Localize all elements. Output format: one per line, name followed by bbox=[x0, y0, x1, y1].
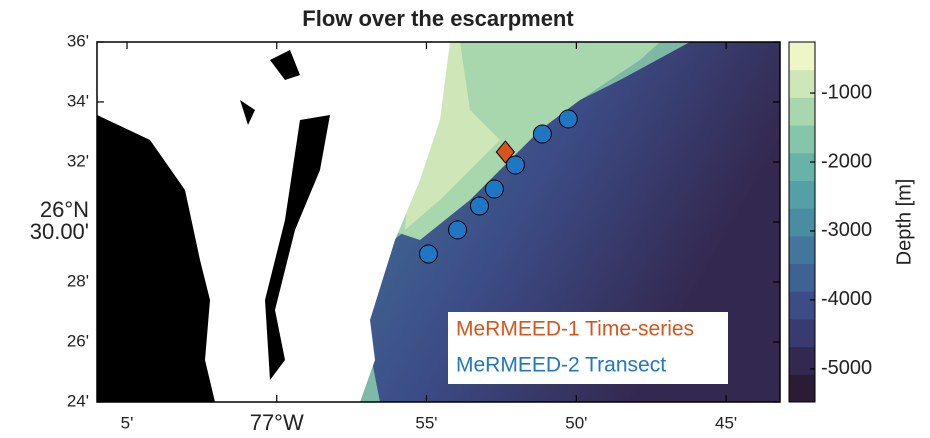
y-tick-label: 36' bbox=[67, 31, 89, 50]
colorbar-band bbox=[789, 180, 815, 209]
transect-station bbox=[418, 244, 438, 264]
colorbar-band bbox=[789, 42, 815, 71]
colorbar-band bbox=[789, 235, 815, 265]
colorbar-band bbox=[789, 346, 815, 375]
legend: MeRMEED-1 Time-series MeRMEED-2 Transect bbox=[448, 312, 728, 384]
x-tick-label: 50' bbox=[565, 413, 587, 432]
legend-entry: MeRMEED-2 Transect bbox=[456, 354, 666, 377]
colorbar-tick-label: -2000 bbox=[821, 150, 872, 172]
y-tick-label: 26' bbox=[67, 332, 89, 351]
transect-station bbox=[505, 155, 525, 175]
y-tick-label: 24' bbox=[67, 391, 89, 410]
colorbar-tick-label: -1000 bbox=[821, 81, 872, 103]
colorbar-tick-label: -3000 bbox=[821, 219, 872, 241]
colorbar-tick-label: -5000 bbox=[821, 357, 872, 379]
colorbar-band bbox=[789, 69, 815, 98]
y-tick-label: 28' bbox=[67, 271, 89, 290]
colorbar-band bbox=[789, 125, 815, 154]
legend-box bbox=[448, 312, 728, 384]
x-tick-label: 45' bbox=[715, 413, 737, 432]
transect-station bbox=[532, 124, 552, 144]
colorbar-band bbox=[789, 374, 815, 403]
colorbar-band bbox=[789, 263, 815, 292]
colorbar-tick-label: -4000 bbox=[821, 288, 872, 310]
colorbar-band bbox=[789, 318, 815, 348]
x-tick-label: 77°W bbox=[250, 410, 304, 435]
colorbar-label: Depth [m] bbox=[893, 179, 915, 266]
x-tick-label: 55' bbox=[415, 413, 437, 432]
y-tick-label: 26°N 30.00' bbox=[30, 197, 89, 244]
chart-title: Flow over the escarpment bbox=[302, 6, 574, 31]
transect-station bbox=[448, 220, 468, 240]
colorbar-frame bbox=[788, 41, 816, 403]
legend-entry: MeRMEED-1 Time-series bbox=[456, 318, 694, 341]
x-tick-label: 5' bbox=[121, 413, 134, 432]
transect-station bbox=[469, 196, 489, 216]
transect-station bbox=[484, 179, 504, 199]
bathymetry bbox=[97, 42, 780, 402]
colorbar-band bbox=[789, 208, 815, 237]
transect-station bbox=[558, 109, 578, 129]
y-tick-label: 34' bbox=[67, 91, 89, 110]
y-tick-label: 32' bbox=[67, 152, 89, 171]
colorbar-band bbox=[789, 152, 815, 181]
colorbar-band bbox=[789, 97, 815, 126]
colorbar-band bbox=[789, 291, 815, 320]
